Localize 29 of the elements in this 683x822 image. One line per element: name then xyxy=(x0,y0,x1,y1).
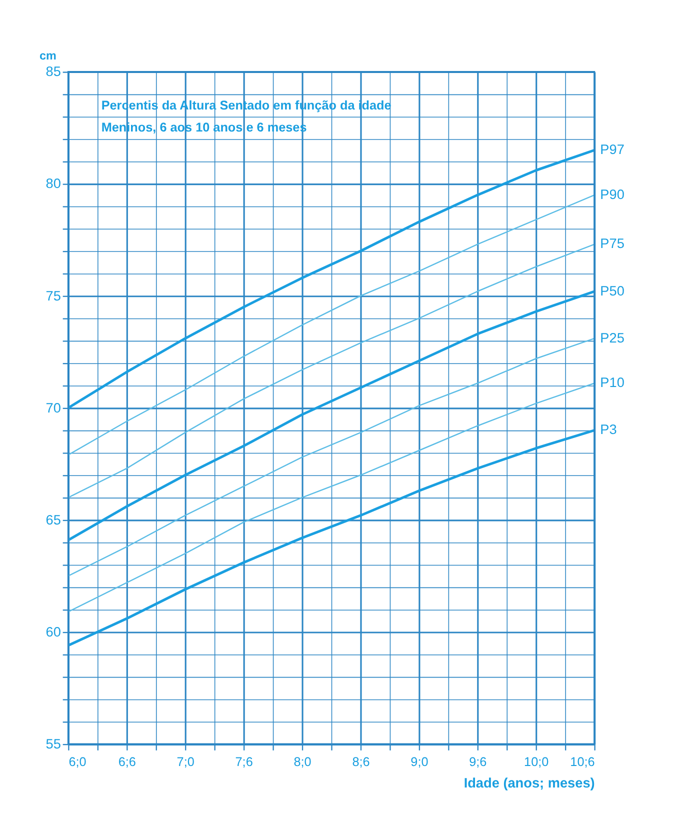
series-label: P97 xyxy=(600,142,624,158)
series-label: P75 xyxy=(600,236,624,252)
series-label: P10 xyxy=(600,375,625,390)
x-tick-label: 6;6 xyxy=(118,754,136,769)
line-series xyxy=(66,148,596,410)
x-tick-label: 7;6 xyxy=(235,754,253,769)
x-tick-label: 6;0 xyxy=(68,754,86,769)
y-tick-label: 80 xyxy=(46,176,62,192)
y-tick-label: 85 xyxy=(46,64,61,80)
y-tick-label: 65 xyxy=(46,512,61,528)
x-tick-label: 10;6 xyxy=(570,754,595,769)
series-label: P90 xyxy=(600,186,625,202)
x-tick-label: 9;0 xyxy=(410,754,428,769)
y-tick-label: 70 xyxy=(46,400,62,416)
y-tick-label: 55 xyxy=(46,736,61,752)
x-tick-label: 8;0 xyxy=(294,754,312,769)
series-label: P50 xyxy=(600,283,625,298)
x-tick-label: 8;6 xyxy=(352,754,370,769)
x-axis-title: Idade (anos; meses) xyxy=(464,775,595,790)
y-tick-label: 60 xyxy=(46,624,62,640)
series-label: P25 xyxy=(600,330,624,346)
y-tick-label: 75 xyxy=(46,288,61,304)
line-series xyxy=(66,429,596,647)
line-series xyxy=(66,290,596,542)
x-tick-label: 7;0 xyxy=(176,754,194,769)
series-label: P3 xyxy=(600,422,617,438)
x-tick-label: 9;6 xyxy=(469,754,487,769)
x-tick-label: 10;0 xyxy=(524,754,549,769)
y-axis-title: cm xyxy=(39,50,56,63)
